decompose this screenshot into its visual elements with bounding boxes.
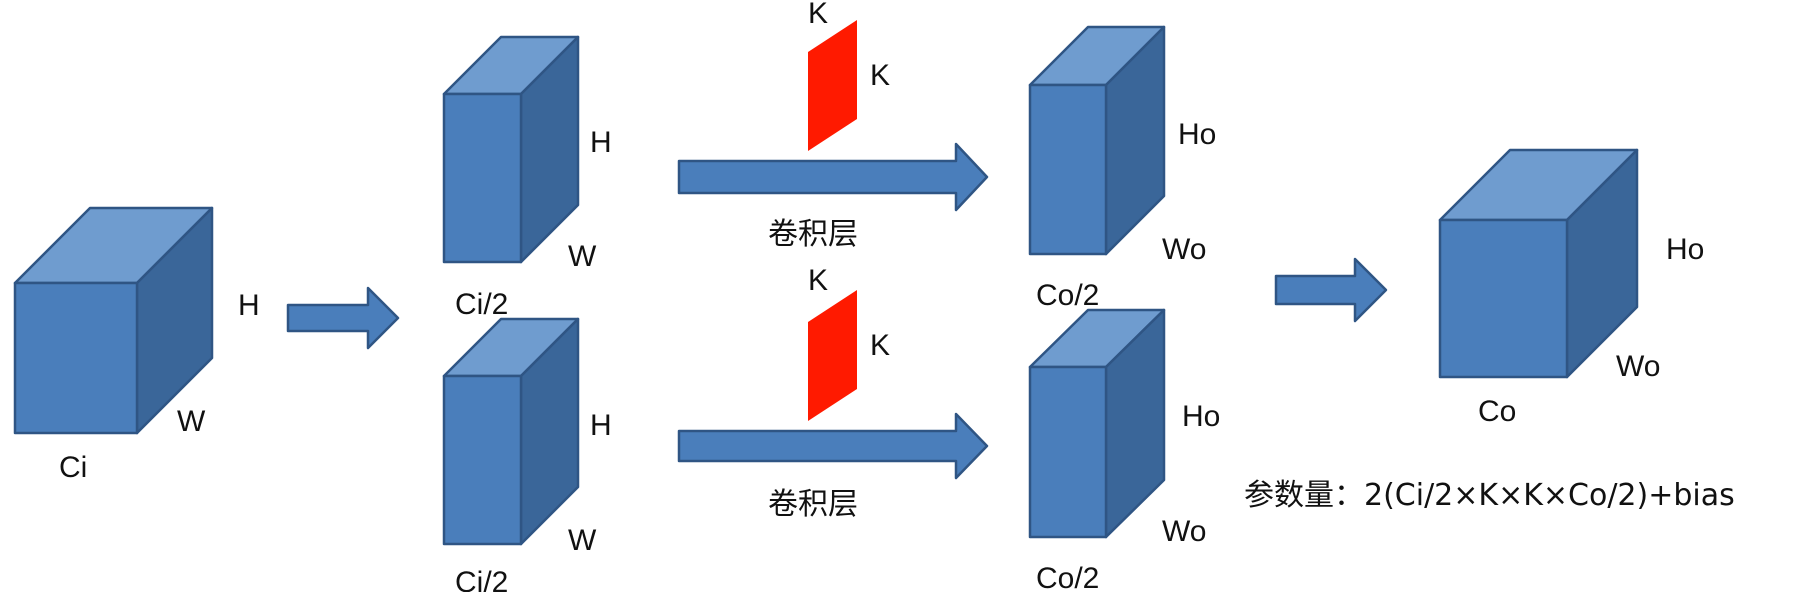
input-channels-label: Ci — [59, 451, 87, 484]
group1-input-channels-label: Ci/2 — [455, 288, 508, 321]
group2-output-cube — [1028, 308, 1166, 539]
group1-input-height-label: H — [590, 126, 612, 159]
group2-output-width-label: Wo — [1162, 515, 1206, 548]
group2-output-height-label: Ho — [1182, 400, 1220, 433]
group1-kernel — [808, 20, 857, 151]
group2-conv-layer-label: 卷积层 — [768, 487, 858, 522]
group1-output-channels-label: Co/2 — [1036, 279, 1099, 312]
group2-input-width-label: W — [568, 524, 597, 557]
group1-input-cube — [442, 35, 580, 264]
output-height-label: Ho — [1666, 233, 1704, 266]
output-width-label: Wo — [1616, 350, 1660, 383]
group1-output-cube — [1028, 25, 1166, 256]
group2-input-channels-label: Ci/2 — [455, 566, 508, 592]
group1-input-width-label: W — [568, 240, 597, 273]
group1-output-width-label: Wo — [1162, 233, 1206, 266]
group2-output-channels-label: Co/2 — [1036, 562, 1099, 592]
group1-output-height-label: Ho — [1178, 118, 1216, 151]
group2-input-cube — [442, 317, 580, 546]
group2-kernel-width-label: K — [870, 329, 890, 362]
group1-conv-layer-label: 卷积层 — [768, 217, 858, 252]
input-height-label: H — [238, 289, 260, 322]
output-cube — [1438, 148, 1639, 379]
group2-conv-arrow — [677, 412, 989, 480]
concat-arrow — [1274, 257, 1388, 323]
output-channels-label: Co — [1478, 395, 1516, 428]
group1-kernel-width-label: K — [870, 59, 890, 92]
input-cube — [13, 206, 214, 435]
group2-kernel — [808, 290, 857, 421]
input-width-label: W — [177, 405, 206, 438]
group1-kernel-height-label: K — [808, 0, 828, 30]
split-arrow — [286, 286, 400, 350]
group2-kernel-height-label: K — [808, 264, 828, 297]
group1-conv-arrow — [677, 142, 989, 212]
parameter-count-formula: 参数量：2(Ci/2×K×K×Co/2)+bias — [1244, 478, 1735, 513]
group2-input-height-label: H — [590, 409, 612, 442]
